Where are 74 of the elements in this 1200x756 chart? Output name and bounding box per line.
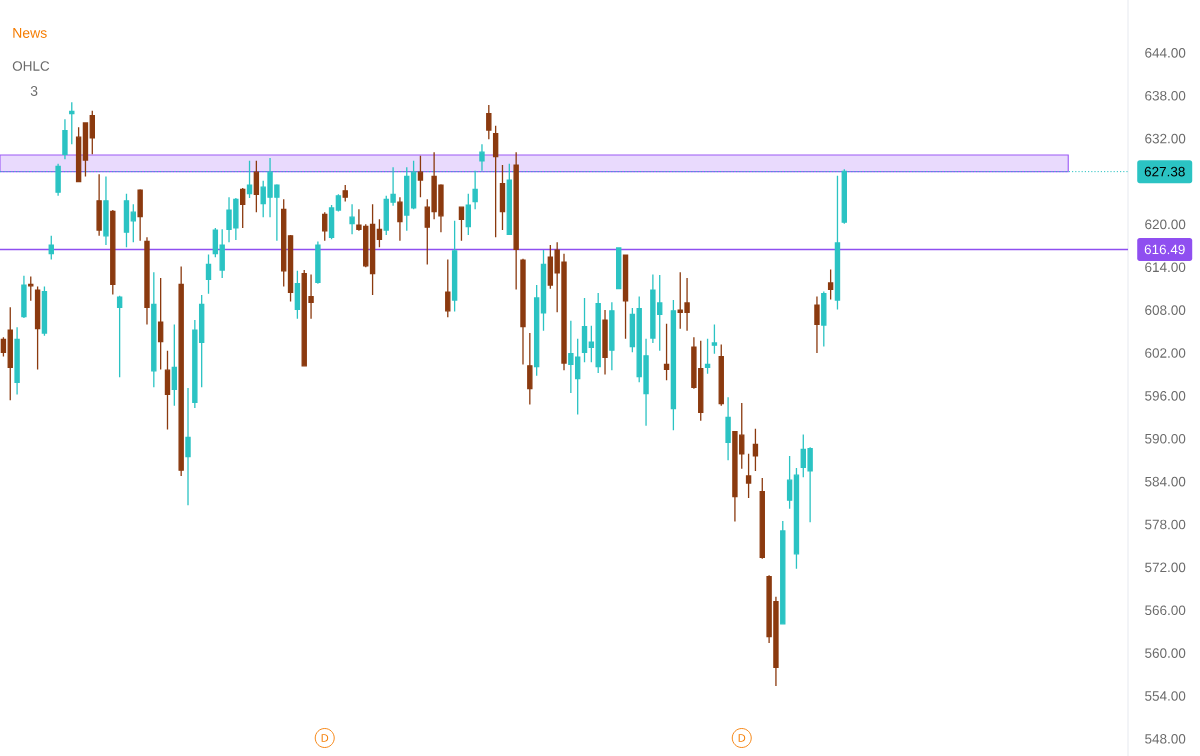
- y-tick-label: 644.00: [1145, 48, 1186, 58]
- y-tick-label: 638.00: [1145, 90, 1186, 101]
- candlestick: [540, 249, 547, 332]
- annotation: D: [738, 734, 746, 742]
- y-tick-label: 602.00: [1145, 348, 1186, 358]
- candlestick: [96, 173, 102, 237]
- candlestick: [0, 336, 7, 358]
- candlestick: [616, 246, 622, 290]
- candlestick: [281, 198, 287, 288]
- y-tick-label: 572.00: [1145, 562, 1186, 573]
- candlestick: [410, 160, 417, 211]
- candlestick: [814, 295, 820, 354]
- candlestick: [123, 192, 130, 248]
- y-tick-label: 578.00: [1145, 519, 1186, 530]
- y-tick-label: 560.00: [1145, 648, 1186, 658]
- candlestick: [527, 332, 533, 406]
- candlestick: [513, 151, 519, 291]
- candlestick: [287, 234, 294, 303]
- annotation: D: [321, 734, 329, 742]
- candlestick: [62, 118, 68, 160]
- y-tick-label: 590.00: [1145, 433, 1186, 444]
- candlestick: [82, 121, 89, 178]
- ref-line-label: 627.38: [1144, 166, 1185, 177]
- candlestick: [451, 220, 458, 313]
- candlestick: [397, 196, 403, 242]
- candlestick: [349, 203, 355, 236]
- y-tick-label: 584.00: [1145, 476, 1186, 487]
- y-tick-label: 554.00: [1145, 691, 1186, 701]
- y-tick-label: 596.00: [1145, 391, 1186, 401]
- candlestick: [178, 265, 184, 477]
- candlestick: [21, 275, 27, 319]
- candlestick: [151, 271, 157, 388]
- candlestick: [506, 162, 513, 236]
- candlestick: [821, 290, 827, 348]
- annotation: News: [13, 28, 47, 38]
- candlestick: [486, 104, 492, 140]
- candlestick: [465, 192, 471, 236]
- candlestick: [185, 387, 191, 506]
- annotation: 3: [30, 86, 38, 96]
- y-tick-label: 614.00: [1145, 262, 1186, 273]
- y-tick-label: 566.00: [1145, 605, 1186, 615]
- annotation: OHLC: [12, 61, 50, 71]
- candlestick: [7, 306, 13, 401]
- candlestick: [602, 309, 608, 376]
- candlestick: [609, 301, 615, 371]
- candlestick: [725, 396, 731, 461]
- candlestick: [793, 467, 800, 570]
- y-tick-label: 548.00: [1145, 734, 1186, 744]
- candlestick: [144, 236, 150, 326]
- candlestick: [670, 299, 677, 431]
- candlestick: [328, 204, 335, 241]
- candlestick: [89, 110, 95, 155]
- candlestick: [41, 285, 48, 337]
- candlestick: [75, 126, 82, 183]
- candlestick: [294, 270, 301, 320]
- candlestick: [335, 193, 342, 213]
- y-tick-label: 632.00: [1145, 133, 1186, 144]
- candlestick: [718, 343, 724, 407]
- candlestick: [780, 520, 786, 626]
- candlestick: [315, 240, 321, 285]
- candlestick: [137, 188, 143, 242]
- y-tick-label: 620.00: [1145, 219, 1186, 230]
- candlestick: [629, 307, 636, 353]
- candlestick: [110, 209, 116, 296]
- candlestick: [533, 284, 540, 377]
- candlestick: [342, 184, 348, 203]
- candlestick: [520, 258, 526, 366]
- candlestick: [622, 254, 629, 340]
- candlestick: [14, 326, 20, 396]
- candlestick: [479, 143, 485, 172]
- candlestick: [759, 477, 765, 560]
- y-tick-label: 608.00: [1145, 305, 1186, 315]
- ref-line-label: 616.49: [1144, 244, 1185, 255]
- candlestick: [103, 175, 109, 246]
